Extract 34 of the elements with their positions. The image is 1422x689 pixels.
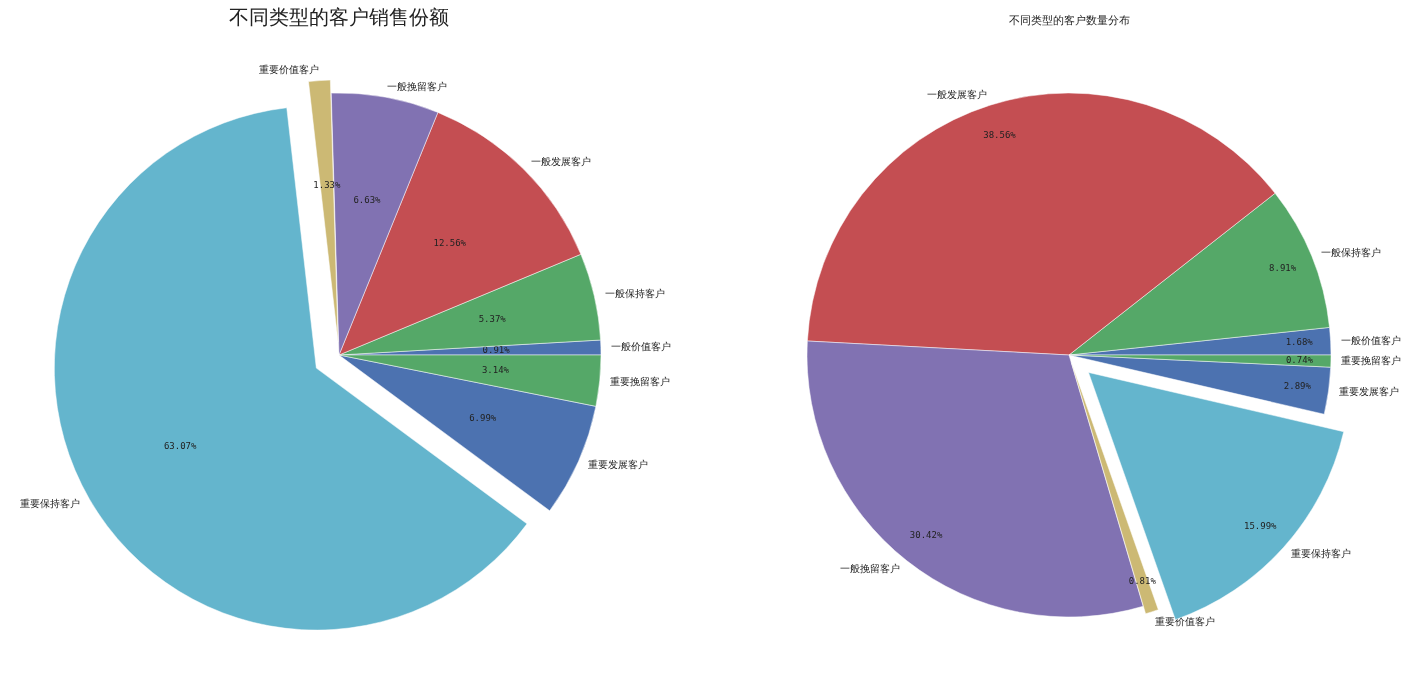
chart-title: 不同类型的客户数量分布 — [1008, 14, 1130, 27]
slice-label: 重要保持客户 — [20, 498, 81, 510]
slice-label: 重要挽留客户 — [1341, 355, 1402, 367]
chart-title: 不同类型的客户销售份额 — [229, 5, 449, 29]
slice-label: 重要发展客户 — [1338, 386, 1399, 398]
slice-label: 一般价值客户 — [611, 341, 672, 353]
data-label: 8.91% — [1269, 262, 1297, 273]
data-label: 12.56% — [433, 237, 467, 248]
data-label: 6.99% — [469, 413, 497, 424]
slice-label: 一般价值客户 — [1341, 334, 1402, 346]
slice-label: 重要保持客户 — [1291, 548, 1352, 560]
data-label: 63.07% — [163, 441, 198, 452]
data-label: 3.14% — [481, 364, 510, 375]
data-label: 15.99% — [1244, 520, 1278, 531]
data-label: 5.37% — [478, 314, 507, 325]
data-label: 0.74% — [1285, 354, 1314, 365]
slice-label: 一般保持客户 — [604, 287, 665, 299]
data-label: 1.33% — [313, 179, 341, 190]
data-label: 2.89% — [1283, 381, 1312, 392]
slice-label: 重要价值客户 — [258, 64, 319, 76]
slice-label: 一般发展客户 — [926, 89, 987, 101]
slice-label: 一般发展客户 — [530, 155, 591, 167]
slice-label: 重要挽留客户 — [610, 375, 671, 387]
slice-label: 一般挽留客户 — [840, 562, 901, 574]
data-label: 0.81% — [1128, 576, 1157, 587]
data-label: 1.68% — [1285, 337, 1314, 348]
slice-label: 重要发展客户 — [588, 459, 649, 471]
data-label: 30.42% — [909, 530, 943, 541]
slice-label: 一般保持客户 — [1321, 246, 1382, 258]
data-label: 38.56% — [983, 129, 1017, 140]
slice-label: 重要价值客户 — [1155, 615, 1216, 627]
data-label: 0.91% — [482, 345, 511, 356]
slice-label: 一般挽留客户 — [387, 80, 448, 92]
data-label: 6.63% — [353, 194, 382, 205]
